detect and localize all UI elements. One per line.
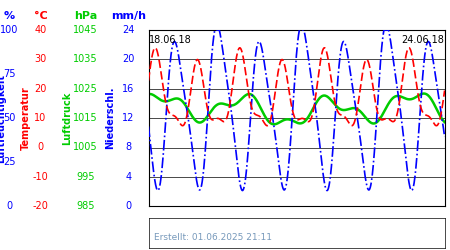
Text: -20: -20 xyxy=(32,201,49,211)
Text: 75: 75 xyxy=(3,69,15,79)
Text: 1005: 1005 xyxy=(73,142,98,152)
Text: Luftfeuchtigkeit: Luftfeuchtigkeit xyxy=(0,74,6,162)
Text: Luftdruck: Luftdruck xyxy=(63,92,72,145)
Text: 50: 50 xyxy=(3,113,15,123)
Text: %: % xyxy=(4,11,14,21)
Text: Niederschl.: Niederschl. xyxy=(105,87,115,149)
Text: 25: 25 xyxy=(3,157,15,167)
Text: -10: -10 xyxy=(32,172,49,182)
Text: 40: 40 xyxy=(34,25,47,35)
Text: 0: 0 xyxy=(37,142,44,152)
Text: 985: 985 xyxy=(76,201,95,211)
Text: 0: 0 xyxy=(125,201,131,211)
Text: 30: 30 xyxy=(34,54,47,64)
Text: hPa: hPa xyxy=(74,11,97,21)
Text: 24.06.18: 24.06.18 xyxy=(401,35,444,45)
Text: 20: 20 xyxy=(122,54,135,64)
Text: 18.06.18: 18.06.18 xyxy=(149,35,192,45)
Text: °C: °C xyxy=(34,11,47,21)
Text: 1015: 1015 xyxy=(73,113,98,123)
Text: Temperatur: Temperatur xyxy=(21,86,31,150)
Text: 20: 20 xyxy=(34,84,47,94)
Text: 1035: 1035 xyxy=(73,54,98,64)
Text: 24: 24 xyxy=(122,25,135,35)
Text: 8: 8 xyxy=(125,142,131,152)
Text: 100: 100 xyxy=(0,25,18,35)
Text: 10: 10 xyxy=(34,113,47,123)
Text: 1045: 1045 xyxy=(73,25,98,35)
Text: 4: 4 xyxy=(125,172,131,182)
Text: 995: 995 xyxy=(76,172,95,182)
Text: Erstellt: 01.06.2025 21:11: Erstellt: 01.06.2025 21:11 xyxy=(154,232,272,241)
Text: 16: 16 xyxy=(122,84,135,94)
Text: 12: 12 xyxy=(122,113,135,123)
Text: 1025: 1025 xyxy=(73,84,98,94)
Text: 0: 0 xyxy=(6,201,12,211)
Text: mm/h: mm/h xyxy=(111,11,146,21)
